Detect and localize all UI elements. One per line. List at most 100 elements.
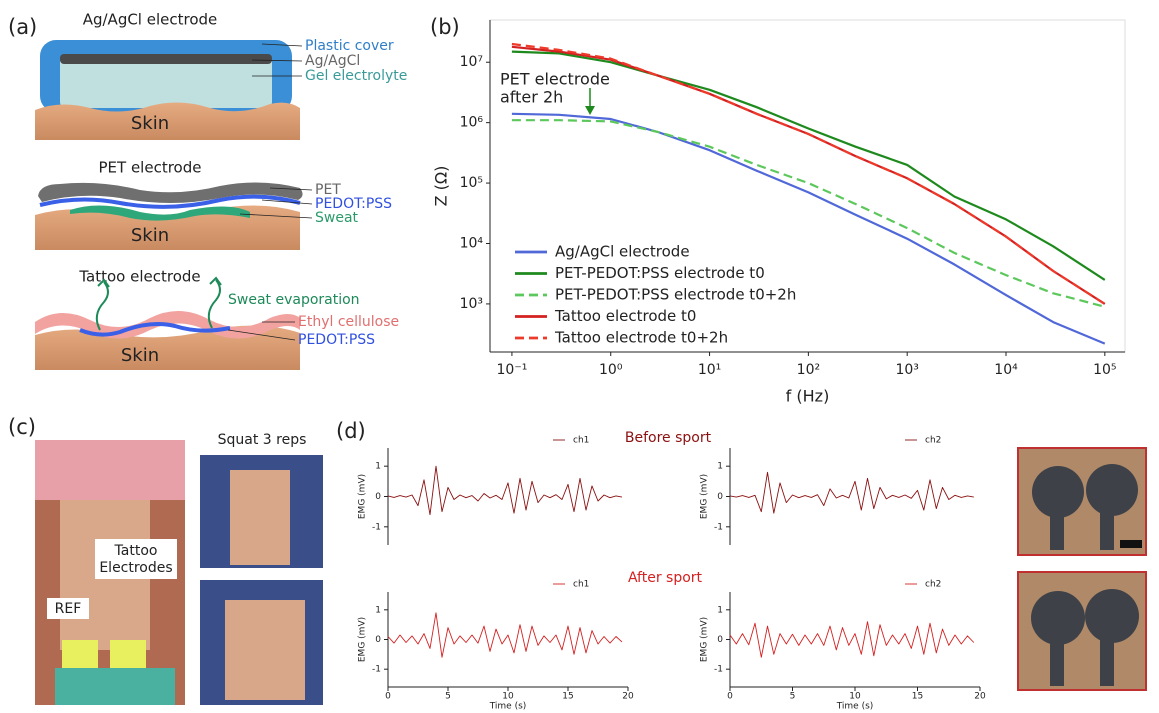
x-tick-label: 5 bbox=[445, 692, 451, 702]
y-tick-label: 10³ bbox=[460, 296, 483, 312]
y-tick-label: 0 bbox=[375, 492, 381, 502]
y-tick-label: -1 bbox=[372, 522, 381, 532]
x-tick-label: 10² bbox=[797, 362, 820, 378]
legend-label: Tattoo electrode t0+2h bbox=[554, 329, 728, 347]
series-line bbox=[730, 472, 974, 513]
photo-label: Tattoo bbox=[114, 543, 158, 559]
y-axis-label: EMG (mV) bbox=[358, 474, 368, 519]
photo-title: Squat 3 reps bbox=[218, 432, 307, 448]
panel-label: (a) bbox=[8, 15, 37, 39]
photo-region bbox=[1031, 591, 1085, 645]
photo-label: REF bbox=[55, 601, 82, 617]
y-tick-label: 0 bbox=[717, 635, 723, 645]
legend-label: PET-PEDOT:PSS electrode t0+2h bbox=[555, 286, 796, 304]
y-tick-label: -1 bbox=[372, 665, 381, 675]
photo-region bbox=[35, 440, 185, 500]
y-tick-label: 0 bbox=[717, 492, 723, 502]
y-axis-label: EMG (mV) bbox=[358, 617, 368, 662]
legend-label: PET-PEDOT:PSS electrode t0 bbox=[555, 264, 765, 282]
photo-region bbox=[1032, 466, 1084, 518]
x-tick-label: 10⁻¹ bbox=[497, 362, 528, 378]
y-tick-label: 10⁵ bbox=[460, 175, 483, 191]
diagram-label: Ethyl cellulose bbox=[298, 314, 399, 330]
x-tick-label: 5 bbox=[790, 692, 796, 702]
figure: (a) (b) (c) (d) Ag/AgCl electrode Skin P… bbox=[0, 0, 1159, 713]
series-line bbox=[388, 613, 622, 658]
skin-label: Skin bbox=[131, 225, 169, 246]
photo-region bbox=[1050, 642, 1064, 686]
photo-region bbox=[110, 640, 146, 670]
legend-label: ch1 bbox=[573, 580, 589, 590]
diagram-label: Sweat bbox=[315, 210, 359, 226]
series-line bbox=[730, 622, 974, 658]
x-tick-label: 15 bbox=[912, 692, 923, 702]
series-line bbox=[388, 466, 622, 515]
y-tick-label: 10⁴ bbox=[460, 235, 484, 251]
skin-label: Skin bbox=[131, 113, 169, 134]
x-axis-label: f (Hz) bbox=[786, 387, 830, 406]
diagram-label: PEDOT:PSS bbox=[298, 332, 375, 348]
y-axis-label: Z (Ω) bbox=[432, 166, 451, 207]
diagram-title: PET electrode bbox=[99, 159, 202, 177]
photo-region bbox=[1086, 464, 1138, 516]
legend-label: Tattoo electrode t0 bbox=[554, 307, 696, 325]
y-axis-label: EMG (mV) bbox=[700, 474, 710, 519]
diagram-label: Sweat evaporation bbox=[228, 292, 360, 308]
photo-region bbox=[1085, 589, 1139, 643]
row-title: Before sport bbox=[625, 430, 712, 446]
y-tick-label: 10⁶ bbox=[460, 115, 484, 131]
x-tick-label: 15 bbox=[562, 692, 573, 702]
y-tick-label: 10⁷ bbox=[460, 54, 483, 70]
panel-label: (d) bbox=[336, 419, 366, 443]
scale-bar bbox=[1120, 540, 1142, 548]
photo-region bbox=[225, 600, 305, 700]
arrowhead bbox=[585, 106, 595, 115]
legend-label: ch2 bbox=[925, 436, 941, 446]
diagram-label: Ag/AgCl bbox=[305, 53, 360, 69]
evaporation-arrow bbox=[97, 282, 108, 330]
diagram-title: Tattoo electrode bbox=[78, 268, 200, 286]
photo-region bbox=[55, 668, 175, 705]
photo-region bbox=[1050, 515, 1064, 550]
x-tick-label: 10⁵ bbox=[1093, 362, 1116, 378]
y-tick-label: 1 bbox=[717, 462, 723, 472]
y-tick-label: -1 bbox=[714, 665, 723, 675]
y-axis-label: EMG (mV) bbox=[700, 617, 710, 662]
x-tick-label: 0 bbox=[385, 692, 391, 702]
arrowhead bbox=[210, 278, 221, 285]
photo-region bbox=[1100, 513, 1114, 550]
diagram-label: Plastic cover bbox=[305, 38, 394, 54]
diagram-title: Ag/AgCl electrode bbox=[83, 11, 218, 29]
skin-label: Skin bbox=[121, 345, 159, 366]
y-tick-label: 0 bbox=[375, 635, 381, 645]
photo-region bbox=[62, 640, 98, 670]
x-tick-label: 10¹ bbox=[698, 362, 721, 378]
x-tick-label: 20 bbox=[974, 692, 986, 702]
photo-region bbox=[230, 470, 290, 565]
x-tick-label: 0 bbox=[727, 692, 733, 702]
y-tick-label: -1 bbox=[714, 522, 723, 532]
photo-label: Electrodes bbox=[99, 560, 172, 576]
x-axis-label: Time (s) bbox=[836, 702, 874, 712]
annotation: PET electrode bbox=[500, 70, 610, 89]
x-axis-label: Time (s) bbox=[489, 702, 527, 712]
x-tick-label: 20 bbox=[622, 692, 634, 702]
x-tick-label: 10 bbox=[849, 692, 861, 702]
legend-label: ch1 bbox=[573, 436, 589, 446]
agagcl-layer bbox=[60, 54, 272, 64]
x-tick-label: 10 bbox=[502, 692, 514, 702]
x-tick-label: 10⁴ bbox=[994, 362, 1018, 378]
legend-label: ch2 bbox=[925, 580, 941, 590]
photo-region bbox=[1100, 640, 1114, 686]
panel-label: (b) bbox=[430, 15, 460, 39]
row-title: After sport bbox=[628, 570, 703, 586]
legend-label: Ag/AgCl electrode bbox=[555, 243, 690, 261]
x-tick-label: 10⁰ bbox=[599, 362, 623, 378]
annotation: after 2h bbox=[500, 88, 563, 107]
y-tick-label: 1 bbox=[375, 462, 381, 472]
diagram-label: Gel electrolyte bbox=[305, 68, 407, 84]
panel-label: (c) bbox=[8, 415, 36, 439]
y-tick-label: 1 bbox=[375, 605, 381, 615]
x-tick-label: 10³ bbox=[895, 362, 918, 378]
y-tick-label: 1 bbox=[717, 605, 723, 615]
